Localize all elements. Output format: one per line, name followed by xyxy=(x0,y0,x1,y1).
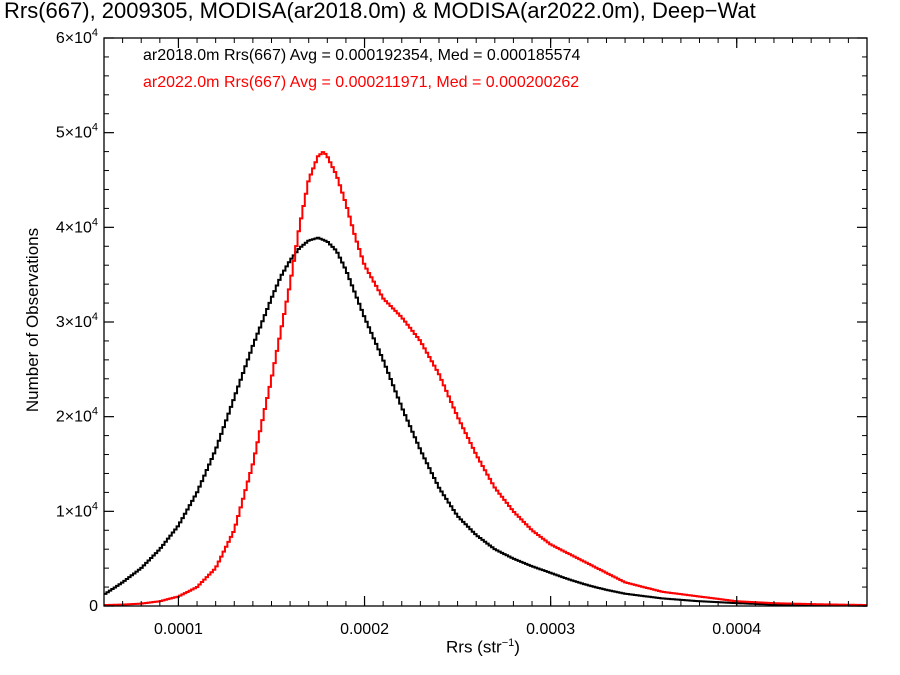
y-tick-label: 3×104 xyxy=(56,311,98,331)
axes-layer: 0.0001 0.0002 0.0003 0.0004 0 1×104 2×104 3×104… xyxy=(56,27,867,638)
y-tick-label-exponent: 4 xyxy=(92,500,98,512)
x-axis-label-text: Rrs (str xyxy=(446,637,502,657)
legend-entry-1: ar2018.0m Rrs(667) Avg = 0.000192354, Me… xyxy=(143,47,580,64)
legend-layer: ar2018.0m Rrs(667) Avg = 0.000192354, Me… xyxy=(143,47,580,91)
legend-entry-2: ar2022.0m Rrs(667) Avg = 0.000211971, Me… xyxy=(143,74,579,91)
series-layer xyxy=(104,151,868,607)
series-line-2 xyxy=(104,151,868,607)
y-tick-label-exponent: 4 xyxy=(92,27,98,39)
x-axis-label-exponent: −1 xyxy=(501,637,515,649)
y-tick-label-exponent: 4 xyxy=(92,122,98,134)
y-tick-label: 6×104 xyxy=(56,27,98,47)
x-axis-label-suffix: ) xyxy=(514,637,520,657)
x-axis-label: Rrs (str−1) xyxy=(446,637,520,658)
x-tick-label: 0.0003 xyxy=(526,621,575,638)
y-tick-label: 1×104 xyxy=(56,500,98,520)
plot-frame xyxy=(103,37,868,607)
x-tick-label: 0.0004 xyxy=(712,621,761,638)
y-tick-label-exponent: 4 xyxy=(92,216,98,228)
y-tick-label: 0 xyxy=(89,598,98,615)
y-axis-label: Number of Observations xyxy=(23,227,42,413)
x-tick-label: 0.0001 xyxy=(154,621,203,638)
y-tick-label: 4×104 xyxy=(56,216,98,236)
y-tick-label: 5×104 xyxy=(56,122,98,142)
series-line-1 xyxy=(104,236,868,607)
y-tick-label: 2×104 xyxy=(56,406,98,426)
chart-title: Rrs(667), 2009305, MODISA(ar2018.0m) & M… xyxy=(4,0,756,23)
x-tick-label: 0.0002 xyxy=(340,621,389,638)
y-tick-label-exponent: 4 xyxy=(92,406,98,418)
y-tick-label-exponent: 4 xyxy=(92,311,98,323)
